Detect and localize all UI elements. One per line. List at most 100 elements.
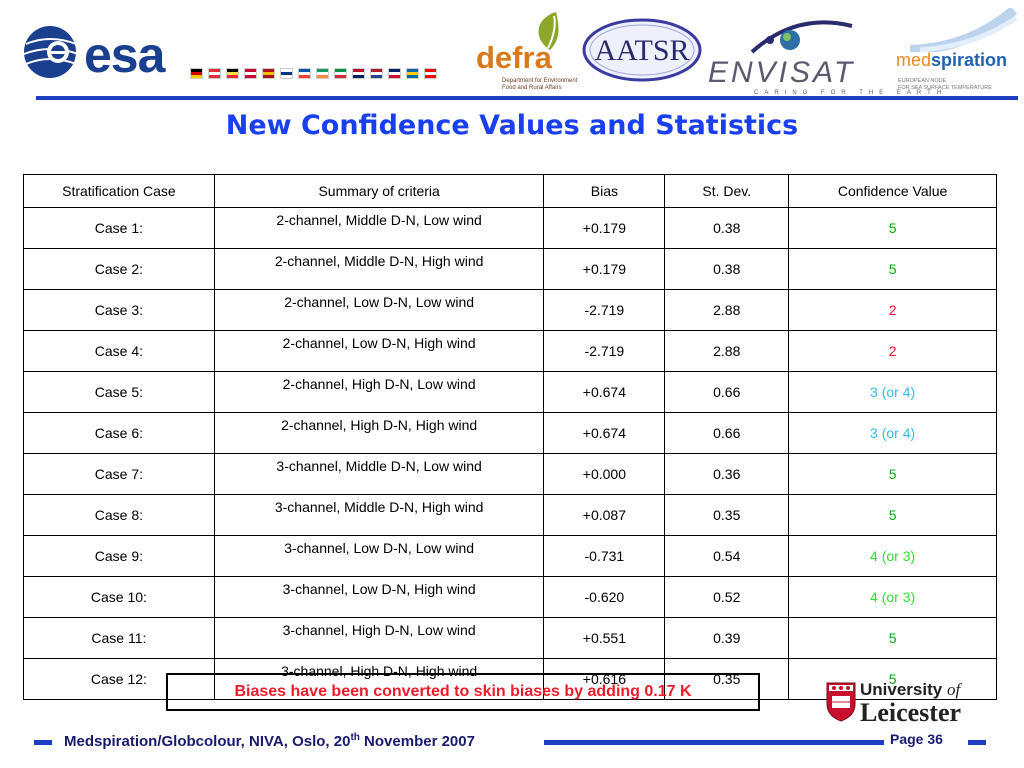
cell-bias: +0.674 (543, 371, 666, 413)
aatsr-logo: AATSR (582, 18, 702, 82)
cell-st-dev: 0.54 (664, 535, 790, 577)
cell-st-dev: 0.52 (664, 576, 790, 618)
cell-bias: -0.620 (543, 576, 666, 618)
header-bias: Bias (543, 174, 666, 208)
cell-confidence-value: 5 (788, 248, 997, 290)
esa-logo-text: esa (84, 27, 165, 83)
cell-st-dev: 0.38 (664, 248, 790, 290)
footer-rule (544, 740, 884, 745)
cell-summary: 2-channel, Middle D-N, High wind (213, 248, 545, 290)
cell-summary: 3-channel, Middle D-N, High wind (213, 494, 545, 536)
header-st-dev: St. Dev. (664, 174, 790, 208)
medspiration-subtitle: EUROPEAN NODE FOR SEA SURFACE TEMPERATURE (898, 78, 992, 92)
table-row: Case 7: 3-channel, Middle D-N, Low wind +0… (23, 453, 997, 495)
cell-confidence-value: 4 (or 3) (788, 535, 997, 577)
flag-icon (244, 68, 257, 79)
statistics-table: Stratification Case Summary of criteria … (23, 174, 997, 700)
cell-case: Case 9: (23, 535, 215, 577)
cell-st-dev: 2.88 (664, 330, 790, 372)
envisat-logo: ENVISAT CARING FOR THE EARTH (706, 18, 941, 96)
cell-bias: -2.719 (543, 289, 666, 331)
header-summary-of-criteria: Summary of criteria (213, 174, 545, 208)
leicester-line1: University of (860, 680, 960, 700)
table-row: Case 1: 2-channel, Middle D-N, Low wind +0… (23, 207, 997, 249)
cell-confidence-value: 3 (or 4) (788, 371, 997, 413)
flag-icon (406, 68, 419, 79)
cell-st-dev: 0.35 (664, 494, 790, 536)
footer-ordinal: th (350, 732, 360, 743)
slide-title: New Confidence Values and Statistics (225, 110, 799, 141)
defra-logo: defra Department for Environment Food an… (476, 10, 577, 91)
cell-confidence-value: 5 (788, 658, 997, 700)
cell-bias: +0.616 (543, 658, 666, 700)
cell-case: Case 8: (23, 494, 215, 536)
cell-summary: 2-channel, High D-N, High wind (213, 412, 545, 454)
esa-logo: esa (22, 24, 192, 83)
flag-icon (352, 68, 365, 79)
cell-summary: 3-channel, Middle D-N, Low wind (213, 453, 545, 495)
skin-bias-note: Biases have been converted to skin biase… (166, 673, 760, 711)
footer-text-after: November 2007 (359, 733, 475, 750)
cell-case: Case 1: (23, 207, 215, 249)
leicester-line2: Leicester (860, 698, 962, 727)
cell-confidence-value: 5 (788, 494, 997, 536)
cell-bias: -0.731 (543, 535, 666, 577)
cell-bias: -2.719 (543, 330, 666, 372)
leaf-icon (538, 12, 559, 50)
cell-confidence-value: 2 (788, 289, 997, 331)
footer-text-before: Medspiration/Globcolour, NIVA, Oslo, 20 (64, 733, 351, 750)
cell-confidence-value: 5 (788, 207, 997, 249)
cell-summary: 2-channel, Middle D-N, Low wind (213, 207, 545, 249)
medspiration-logo-suffix: spiration (931, 50, 1008, 70)
header-confidence-value: Confidence Value (788, 174, 997, 208)
cell-case: Case 11: (23, 617, 215, 659)
table-row: Case 4: 2-channel, Low D-N, High wind -2.7… (23, 330, 997, 372)
footer-dash-right (968, 740, 986, 745)
header-stratification-case: Stratification Case (23, 174, 215, 208)
aatsr-ellipse-icon (582, 18, 702, 82)
cell-st-dev: 0.66 (664, 412, 790, 454)
flag-icon (226, 68, 239, 79)
cell-confidence-value: 4 (or 3) (788, 576, 997, 618)
envisat-logo-text: ENVISAT (708, 56, 856, 89)
flag-icon (190, 68, 203, 79)
medspiration-logo-prefix: med (896, 50, 932, 70)
flag-icon (262, 68, 275, 79)
table-row: Case 8: 3-channel, Middle D-N, High wind +… (23, 494, 997, 536)
cell-case: Case 5: (23, 371, 215, 413)
medspiration-logo: medspiration EUROPEAN NODE FOR SEA SURFAC… (890, 8, 1020, 92)
cell-case: Case 4: (23, 330, 215, 372)
flag-icon (370, 68, 383, 79)
cell-bias: +0.179 (543, 207, 666, 249)
cell-st-dev: 0.38 (664, 207, 790, 249)
flag-icon (388, 68, 401, 79)
footer-event-text: Medspiration/Globcolour, NIVA, Oslo, 20t… (64, 732, 475, 750)
header-divider (36, 96, 1018, 100)
esa-globe-icon (23, 26, 79, 78)
cell-st-dev: 0.35 (664, 658, 790, 700)
leicester-university-text: University (860, 680, 943, 699)
cell-confidence-value: 5 (788, 453, 997, 495)
cell-bias: +0.179 (543, 248, 666, 290)
cell-case: Case 7: (23, 453, 215, 495)
envisat-swoosh-icon (750, 20, 853, 54)
envisat-tagline: CARING FOR THE EARTH (754, 90, 948, 96)
leicester-shield-icon (826, 682, 856, 722)
medspiration-sub-line1: EUROPEAN NODE (898, 78, 947, 84)
table-header-row: Stratification Case Summary of criteria … (23, 174, 997, 208)
cell-case: Case 3: (23, 289, 215, 331)
cell-summary: 2-channel, Low D-N, Low wind (213, 289, 545, 331)
cell-summary: 3-channel, High D-N, Low wind (213, 617, 545, 659)
page-number: Page 36 (890, 731, 943, 747)
medspiration-logo-text: medspiration (896, 50, 1007, 71)
cell-case: Case 12: (23, 658, 215, 700)
table-row: Case 9: 3-channel, Low D-N, Low wind -0.73… (23, 535, 997, 577)
table-row: Case 11: 3-channel, High D-N, Low wind +0.… (23, 617, 997, 659)
university-of-leicester-logo: University of Leicester (826, 680, 996, 727)
flag-icon (280, 68, 293, 79)
member-state-flags (190, 68, 437, 80)
cell-st-dev: 0.36 (664, 453, 790, 495)
table-row: Case 6: 2-channel, High D-N, High wind +0.… (23, 412, 997, 454)
cell-st-dev: 0.66 (664, 371, 790, 413)
cell-summary: 3-channel, High D-N, High wind (213, 658, 545, 700)
